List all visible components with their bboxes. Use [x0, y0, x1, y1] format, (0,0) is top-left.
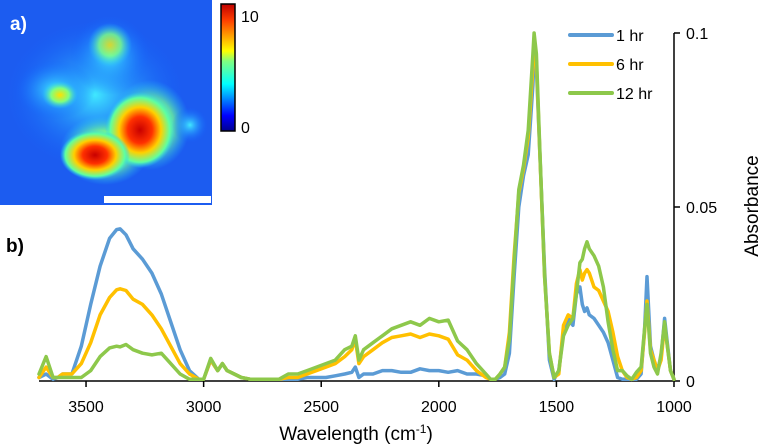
y-tick-label: 0 — [686, 374, 695, 391]
legend: 1 hr 6 hr 12 hr — [568, 28, 653, 103]
colorbar — [220, 3, 236, 132]
scale-bar — [104, 196, 211, 203]
heatmap-image — [0, 0, 212, 205]
series-line-12-hr — [37, 31, 676, 382]
x-tick-label: 1500 — [539, 399, 575, 416]
x-tick-label: 2000 — [421, 399, 457, 416]
x-tick-label: 1000 — [656, 399, 692, 416]
colorbar-max-label: 10 — [241, 9, 259, 26]
y-tick-label: 0.1 — [686, 26, 708, 43]
legend-label: 6 hr — [616, 57, 644, 74]
x-tick-label: 3500 — [68, 399, 104, 416]
legend-label: 1 hr — [616, 28, 644, 45]
x-tick-label: 2500 — [303, 399, 339, 416]
panel-b-label: b) — [6, 236, 24, 257]
panel-a-label: a) — [10, 14, 27, 35]
colorbar-min-label: 0 — [241, 120, 250, 137]
x-tick-label: 3000 — [186, 399, 222, 416]
y-tick-label: 0.05 — [686, 200, 717, 217]
y-axis-title: Absorbance — [742, 155, 760, 256]
x-axis-title: Wavelength (cm-1) — [279, 422, 433, 445]
series-line-1-hr — [37, 52, 676, 382]
legend-label: 12 hr — [616, 86, 653, 103]
